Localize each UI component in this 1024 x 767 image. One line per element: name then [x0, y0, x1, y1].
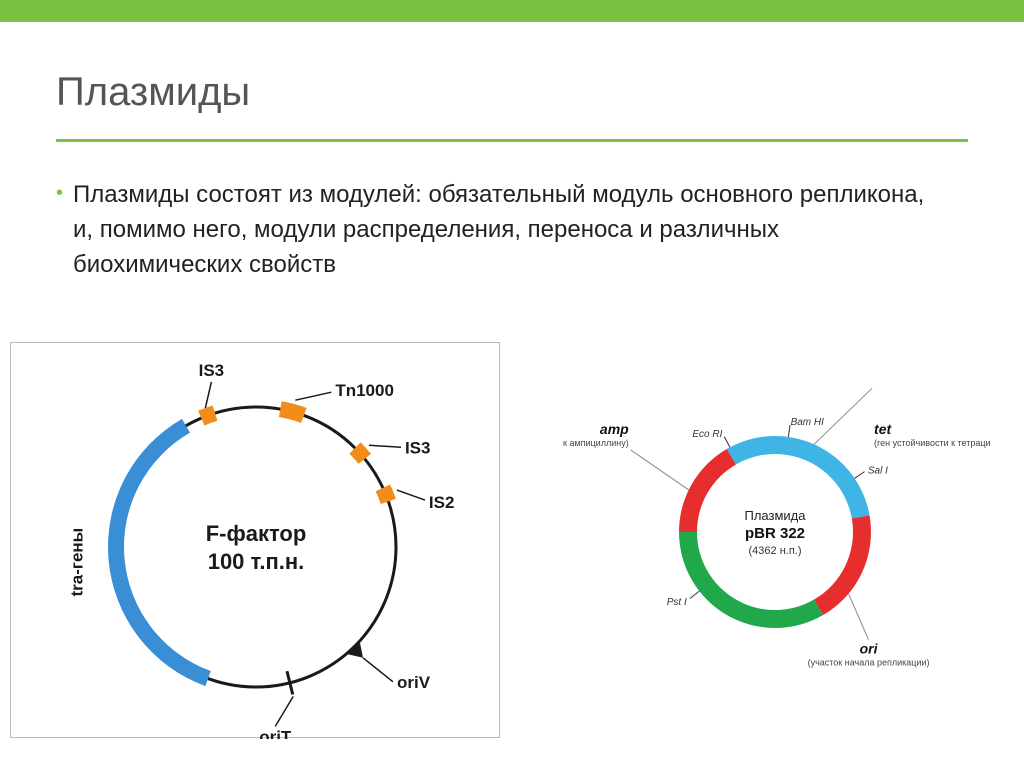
svg-text:amp: amp — [600, 421, 629, 437]
plasmid-pbr322: Eco RI Bam HI Sal I Pst I Плазмида pBR 322 (43… — [560, 362, 990, 702]
svg-text:F-фактор: F-фактор — [206, 521, 307, 546]
svg-text:(ген устойчивости к тетрацикли: (ген устойчивости к тетрациклину) — [874, 438, 990, 448]
svg-text:oriT: oriT — [259, 727, 292, 739]
svg-text:Плазмида: Плазмида — [745, 508, 807, 523]
svg-text:tra-гены: tra-гены — [68, 528, 87, 597]
svg-text:tet: tet — [874, 421, 892, 437]
svg-text:IS3: IS3 — [405, 438, 431, 457]
bullet-icon: • — [56, 178, 63, 282]
svg-text:Bam HI: Bam HI — [791, 417, 825, 428]
diagrams-row: F-фактор 100 т.п.н. IS3 Tn1000 IS3 IS2 oriV ori… — [10, 342, 1014, 738]
svg-text:(участок начала репликации): (участок начала репликации) — [808, 658, 930, 668]
svg-text:Pst I: Pst I — [667, 597, 687, 608]
body-paragraph: Плазмиды состоят из модулей: обязательны… — [73, 178, 944, 282]
plasmid-f-factor: F-фактор 100 т.п.н. IS3 Tn1000 IS3 IS2 oriV ori… — [10, 342, 500, 738]
body-text: • Плазмиды состоят из модулей: обязатель… — [0, 142, 1024, 282]
title-row: Плазмиды — [0, 22, 1024, 139]
svg-text:(ген устойчивости к ампициллин: (ген устойчивости к ампициллину) — [560, 438, 629, 448]
svg-text:Sal I: Sal I — [868, 465, 888, 476]
svg-text:pBR 322: pBR 322 — [745, 525, 805, 542]
svg-text:IS2: IS2 — [429, 493, 455, 512]
svg-text:100 т.п.н.: 100 т.п.н. — [208, 549, 305, 574]
svg-text:Tn1000: Tn1000 — [335, 381, 394, 400]
accent-bar — [0, 0, 1024, 22]
svg-text:Eco RI: Eco RI — [692, 429, 722, 440]
svg-text:ori: ori — [860, 641, 879, 657]
slide-title: Плазмиды — [56, 70, 1024, 115]
svg-text:oriV: oriV — [397, 673, 431, 692]
svg-text:(4362 н.п.): (4362 н.п.) — [749, 545, 802, 557]
svg-text:IS3: IS3 — [199, 361, 225, 380]
